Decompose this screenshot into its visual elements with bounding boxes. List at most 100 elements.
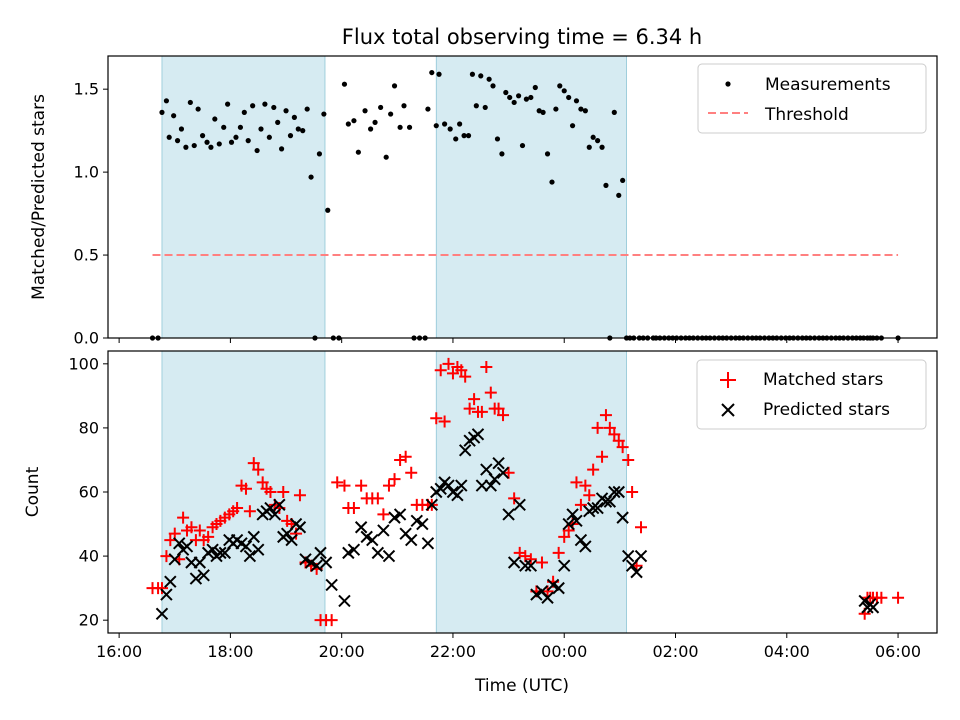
predicted-stars-point [434,482,447,496]
measurements-point [266,134,272,140]
matched-stars-point [388,473,401,486]
y-tick-label: 60 [79,483,99,502]
matched-stars-point [399,450,412,463]
predicted-stars-point [519,559,532,572]
ratio-panel: 0.0 0.5 1.0 1.5 Matched/Predicted stars Mea… [29,55,938,348]
measurements-point [254,147,260,154]
measurements-point [250,103,256,109]
measurements-point [490,83,496,89]
measurements-point [549,179,555,185]
predicted-stars-point [214,546,227,560]
matched-stars-point [875,591,888,604]
predicted-stars-point [552,581,565,595]
matched-stars-point [231,502,244,515]
predicted-stars-point [574,533,588,547]
matched-stars-point [405,466,418,479]
matched-stars-point [603,421,616,434]
measurements-point [159,109,165,115]
legend-matched-label: Matched stars [763,370,883,390]
predicted-stars-point [541,591,554,604]
measurements-point [304,106,310,112]
measurements-point [228,139,235,145]
matched-stars-point [524,553,537,566]
measurements-point [482,104,488,111]
matched-stars-point [247,457,260,470]
predicted-stars-point [558,559,571,572]
matched-stars-point [492,402,505,415]
measurements-point [258,126,264,132]
predicted-stars-point [622,549,635,563]
predicted-stars-point [507,556,521,569]
measurements-point [401,103,407,109]
matched-stars-point [264,486,277,498]
predicted-stars-point [273,498,286,512]
measurements-point [536,108,542,114]
y-tick-label: 100 [68,354,99,373]
legend-measurements-label: Measurements [765,75,891,95]
matched-stars-point [331,476,344,489]
predicted-stars-point [530,588,543,601]
measurements-point [166,134,172,140]
measurements-point [425,106,431,112]
measurements-point [183,144,189,150]
measurements-point [516,93,522,99]
measurements-point [372,119,378,125]
predicted-stars-point [293,521,307,534]
measurements-point [436,71,442,77]
measurements-point [191,142,197,149]
y-tick-label: 0.5 [74,246,99,265]
predicted-stars-point [492,456,505,470]
measurements-point [507,94,513,101]
measurements-point [499,151,505,157]
measurements-point [199,133,206,139]
matched-stars-point [243,505,256,518]
measurements-point [486,76,492,82]
predicted-stars-point [239,540,253,553]
x-tick-label: 20:00 [319,642,365,661]
ratio-panel-x-ticks [118,338,899,343]
matched-stars-point [570,476,583,489]
measurements-point [383,154,389,160]
measurements-point [388,111,394,117]
measurements-point [519,142,526,149]
measurements-point [586,144,592,150]
measurements-point [225,101,231,107]
matched-stars-point [583,489,596,502]
matched-stars-point [293,489,306,502]
predicted-stars-point [304,556,318,569]
measurements-point [469,71,476,77]
predicted-stars-point [866,601,880,614]
x-tick-label: 06:00 [875,642,921,661]
matched-stars-point [256,476,269,489]
matched-stars-point [599,409,612,422]
chart-title: Flux total observing time = 6.34 h [342,25,702,49]
matched-stars-point [277,486,290,498]
predicted-stars-point [630,565,643,579]
y-tick-label: 20 [79,611,99,630]
matched-stars-point [484,386,497,399]
ratio-panel-y-ticks: 0.0 0.5 1.0 1.5 [74,80,108,348]
predicted-stars-point [319,556,333,569]
matched-stars-point [552,546,565,559]
predicted-stars-point [382,549,396,563]
predicted-stars-point [189,572,203,585]
measurements-point [406,124,413,130]
predicted-stars-point [347,543,361,556]
predicted-stars-point [546,578,560,592]
measurements-point [316,151,323,157]
measurements-point [216,141,222,147]
measurements-point [503,89,509,96]
measurements-point [291,114,297,120]
matched-stars-point [608,428,621,441]
matched-stars-point [626,486,639,498]
measurements-point [237,124,244,130]
legend-box [696,359,927,430]
measurements-point [590,134,596,140]
predicted-stars-point [285,533,298,547]
measurements-point [300,128,306,134]
measurements-point [368,126,374,132]
predicted-stars-point [247,530,260,544]
matched-stars-point [591,421,604,434]
predicted-stars-point [488,472,501,486]
